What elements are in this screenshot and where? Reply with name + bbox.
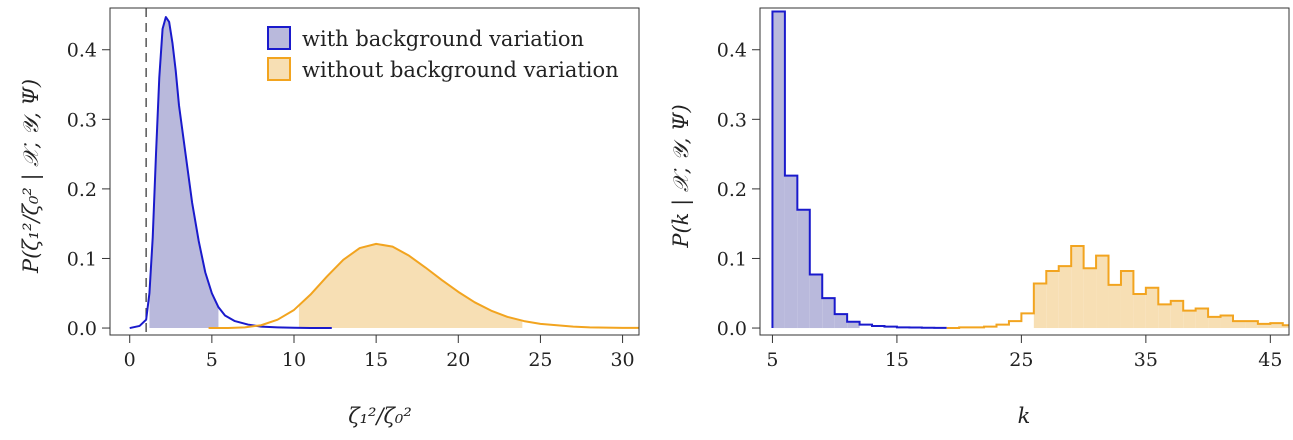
left-x-tick-label: 30 (610, 349, 634, 371)
series-1-bar (1220, 315, 1233, 329)
left-x-tick-label: 15 (364, 349, 388, 371)
series-1-bar (1046, 270, 1059, 329)
left-plot-frame (109, 7, 640, 336)
series-1-bar (1145, 287, 1159, 329)
left-x-tick-label: 0 (124, 349, 136, 371)
left-y-tick-label: 0.1 (67, 248, 97, 270)
left-legend: with background variation without backgr… (267, 26, 619, 82)
series-0-bar (822, 298, 835, 329)
right-y-tick-label: 0.3 (717, 109, 747, 131)
right-x-tick-label: 45 (1258, 349, 1282, 371)
series-1-bar (1183, 310, 1196, 329)
left-chart: 0.0 0.1 0.2 0.3 0.4 0 5 10 15 20 25 30 with backgro… (19, 7, 640, 428)
right-x-tick-label: 15 (885, 349, 909, 371)
right-y-tick-label: 0.2 (717, 179, 747, 201)
series-0-bar (847, 321, 860, 329)
right-y-tick-label: 0.4 (717, 40, 747, 62)
series-1-bar (1232, 321, 1246, 329)
left-y-tick-label: 0.0 (67, 318, 97, 340)
series-1-bar (1083, 268, 1097, 329)
right-x-tick-label: 35 (1134, 349, 1158, 371)
series-1-step-line (946, 244, 1289, 330)
series-1-bar (1170, 300, 1184, 329)
right-plot-area: 0.0 0.1 0.2 0.3 0.4 5 15 25 35 45 (717, 7, 1290, 371)
right-plot-frame (759, 7, 1290, 336)
series-1-bar (1108, 284, 1121, 329)
series-0-bar (797, 209, 810, 329)
left-x-tick-label: 20 (446, 349, 470, 371)
series-0-bar (772, 11, 785, 329)
left-y-tick-label: 0.3 (67, 109, 97, 131)
left-y-axis-label: P(ζ₁²/ζ₀² | 𝒳, 𝒴, Ψ) (19, 79, 44, 274)
legend-label-with-bg: with background variation (302, 27, 584, 51)
right-y-tick-label: 0.0 (717, 318, 747, 340)
series-1-bar (1133, 293, 1146, 329)
series-1-bar (1120, 270, 1134, 329)
legend-label-without-bg: without background variation (302, 58, 619, 82)
legend-swatch-with-bg (267, 26, 291, 50)
right-y-axis-label: P(k | 𝒳, 𝒴, Ψ) (669, 104, 694, 248)
left-x-tick-label: 10 (282, 349, 306, 371)
series-1-bar (1245, 321, 1258, 329)
series-1-bar (1033, 283, 1047, 329)
right-chart: 0.0 0.1 0.2 0.3 0.4 5 15 25 35 45 k P(k | 𝒳, 𝒴, Ψ… (669, 7, 1290, 428)
series-1-bar (1208, 316, 1221, 329)
series-0-step-line (771, 10, 947, 329)
left-x-axis-label: ζ₁²/ζ₀² (348, 404, 412, 428)
left-x-tick-label: 25 (528, 349, 552, 371)
series-1-bar (1282, 325, 1289, 329)
series-1-bar (1096, 255, 1109, 329)
left-y-tick-label: 0.4 (67, 40, 97, 62)
series-1-bar (1195, 308, 1209, 329)
right-x-tick-label: 25 (1009, 349, 1033, 371)
series-1-bar (1058, 266, 1072, 329)
left-x-tick-label: 5 (206, 349, 218, 371)
series-1-shaded-area (298, 243, 523, 329)
series-1-bar (1257, 323, 1271, 329)
series-1-density-line (208, 242, 640, 330)
right-x-axis-label: k (1018, 404, 1031, 428)
series-1-bar (1270, 323, 1283, 329)
series-1-bar (1158, 304, 1171, 329)
series-0-bar (809, 274, 823, 329)
legend-swatch-without-bg (267, 57, 291, 81)
series-0-bar (784, 175, 798, 329)
series-0-shaded-area (149, 17, 219, 329)
right-x-tick-label: 5 (766, 349, 778, 371)
series-0-bar (834, 314, 848, 329)
series-1-bar (1071, 245, 1084, 329)
right-y-tick-label: 0.1 (717, 248, 747, 270)
left-plot-area: 0.0 0.1 0.2 0.3 0.4 0 5 10 15 20 25 30 (67, 7, 640, 371)
left-y-tick-label: 0.2 (67, 179, 97, 201)
